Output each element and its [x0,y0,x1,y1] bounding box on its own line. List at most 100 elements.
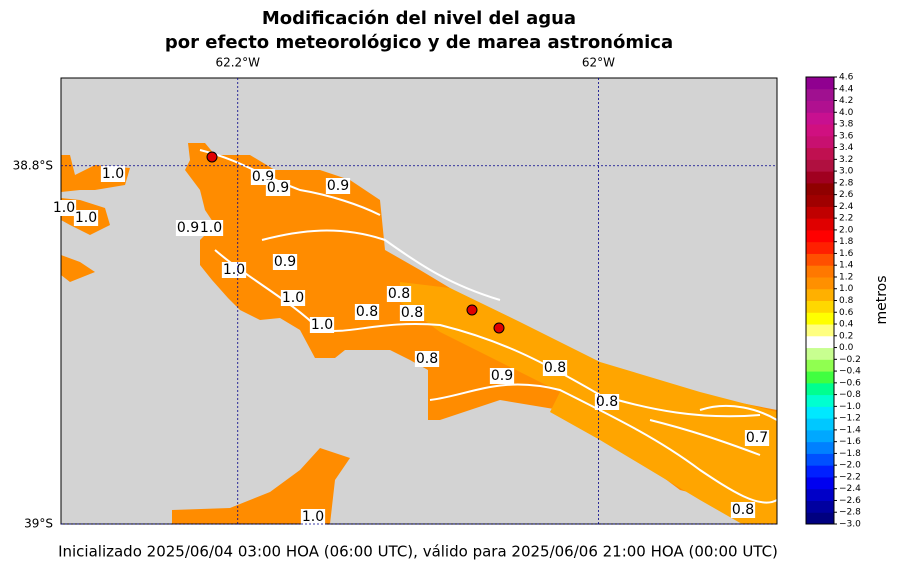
contour-label-box [265,180,291,196]
colorbar-band [806,312,834,325]
colorbar-band [806,300,834,313]
colorbar-tick-label: 3.0 [839,167,854,177]
contour-label: 0.8 [401,305,423,321]
colorbar-tick-label: 0.2 [839,331,853,341]
colorbar-band [806,512,834,525]
colorbar-tick-label: 2.6 [839,190,854,200]
contour-label: 0.9 [491,368,513,384]
colorbar-band [806,406,834,419]
colorbar-band [806,124,834,137]
colorbar-tick-label: 3.8 [839,120,854,130]
colorbar-tick-label: 1.8 [839,237,854,247]
colorbar-tick-label: 3.2 [839,155,853,165]
colorbar-band [806,382,834,396]
y-tick-label: 39°S [24,517,53,531]
colorbar-tick-label: 3.4 [839,143,854,153]
colorbar-band [806,335,834,349]
contour-label-box [386,286,412,302]
contour-label: 1.0 [282,290,304,306]
contour-label: 0.8 [388,286,410,302]
colorbar-band [806,182,834,196]
colorbar-band [806,371,834,384]
colorbar-tick-label: 4.0 [839,108,854,118]
colorbar-tick-label: 0.0 [839,343,854,353]
colorbar-band [806,347,834,360]
colorbar-band [806,135,834,149]
contour-label: 0.9 [267,180,289,196]
station [206,151,218,163]
colorbar-band [806,441,834,454]
contour-label: 1.0 [311,317,333,333]
contour-label-box [300,509,326,525]
contour-label: 0.7 [746,430,768,446]
contour-label: 0.9 [274,254,296,270]
contour-label-box [73,210,99,226]
contour-label: 1.0 [102,166,124,182]
contour-label: 1.0 [53,200,75,216]
contour-label-box [221,262,247,278]
surge-field [61,155,130,192]
contour-label: 0.9 [177,220,199,236]
contour-label-box [272,254,298,270]
colorbar-tick-label: −2.8 [839,508,861,518]
colorbar-tick-label: 1.6 [839,249,854,259]
surge-field [172,448,350,524]
contour-label-box [325,178,351,194]
colorbar-tick-label: 3.6 [839,131,854,141]
colorbar-band [806,159,834,172]
contour-label-box [414,351,440,367]
colorbar-band [806,288,834,301]
colorbar-band [806,88,834,102]
contour-label: 0.8 [596,394,618,410]
field [61,143,777,524]
colorbar-band [806,500,834,513]
colorbar-band [806,100,834,113]
contour-label: 1.0 [302,509,324,525]
colorbar-tick-label: 2.4 [839,202,854,212]
colorbar-tick-label: −2.2 [839,472,861,482]
colorbar-band [806,112,834,125]
colorbar-tick-label: −2.6 [839,496,861,506]
colorbar-tick-label: 1.2 [839,272,853,282]
contour-label-box [280,290,306,306]
contour-label-box [198,220,224,236]
contour-label: 1.0 [200,220,222,236]
colorbar-tick-label: −0.8 [839,390,861,400]
contour-label: 0.8 [544,360,566,376]
colorbar-label: metros [874,275,890,324]
colorbar-band [806,359,834,372]
colorbar-tick-label: 0.8 [839,296,854,306]
colorbar: −3.0 −2.8 −2.6 −2.4 −2.2−2.0 −1.8 −1.6 −1.4−1.2… [805,73,861,530]
contour-label-box [309,317,335,333]
colorbar-tick-label: −0.6 [839,378,861,388]
title-line: por efecto meteorológico y de marea astr… [165,32,673,53]
contour-label: 0.8 [416,351,438,367]
station [493,322,505,334]
contour-lines [199,149,777,504]
footer: Inicializado 2025/06/04 03:00 HOA (06:00… [58,543,778,561]
colorbar-band [806,229,834,243]
colorbar-tick-label: −1.2 [839,414,861,424]
title-line: Modificación del nivel del agua [262,8,576,29]
map: 1.0 0.9 0.9 0.9 1.0 1.0 0.9 1.0 0.9 1.0 … [51,77,778,525]
colorbar-band [806,171,834,184]
colorbar-band [806,218,834,231]
contour-label-box [594,394,620,410]
colorbar-band [806,488,834,501]
contour-label-box [744,430,770,446]
station [466,304,478,316]
y-tick-label: 38.8°S [13,158,53,172]
colorbar-tick-label: 1.0 [839,284,854,294]
colorbar-tick-label: 0.4 [839,320,854,330]
colorbar-tick-label: 1.4 [839,261,854,271]
colorbar-band [806,465,834,478]
colorbar-band [806,453,834,466]
colorbar-tick-label: −0.2 [839,355,861,365]
colorbar-band [806,194,834,207]
colorbar-tick-label: −3.0 [839,520,861,530]
contour-label-box [399,305,425,321]
colorbar-tick-label: −2.4 [839,484,861,494]
colorbar-band [806,429,834,443]
colorbar-tick-label: −0.4 [839,367,861,377]
